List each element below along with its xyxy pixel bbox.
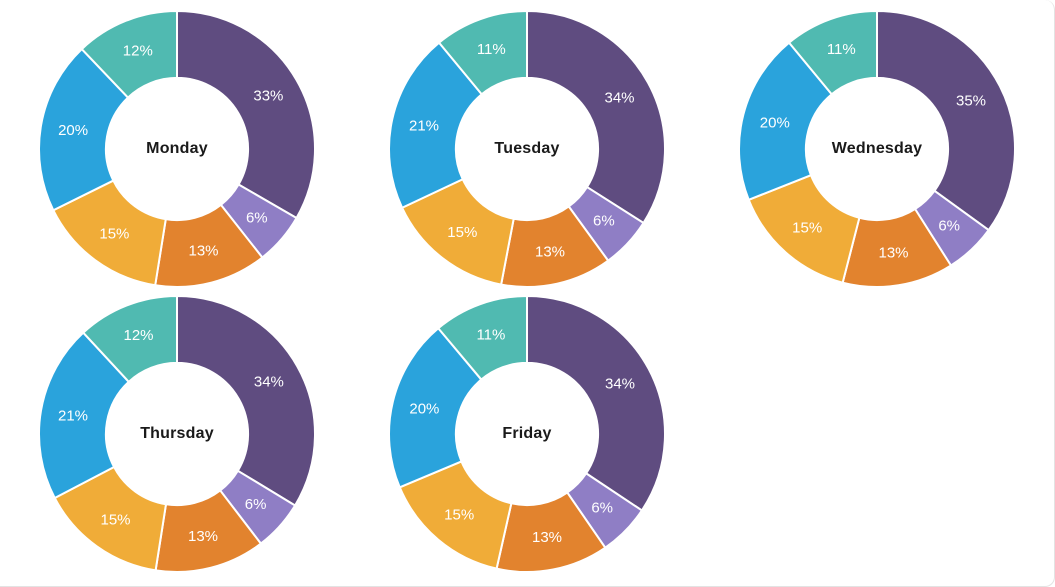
slice-percent-label: 13% [188,527,218,544]
donut-slice [738,41,833,201]
slice-percent-label: 11% [477,41,506,58]
donut-chart-friday: 34% 6% 13% 15% 20% 11% Friday [352,291,702,576]
donut-svg: 34% 6% 13% 15% 21% 11% [388,9,666,288]
slice-percent-label: 15% [444,506,474,523]
donut-slice [176,9,316,219]
slice-percent-label: 20% [409,400,439,417]
slice-percent-label: 21% [409,117,439,134]
donut-chart-wednesday: 35% 6% 13% 15% 20% 11% Wednesday [702,6,1052,291]
slice-percent-label: 34% [604,89,634,106]
slice-percent-label: 15% [100,511,130,528]
slice-percent-label: 6% [246,209,268,226]
donut-chart-thursday: 34% 6% 13% 15% 21% 12% Thursday [2,291,352,576]
donut-slice [38,331,130,499]
donut-svg: 34% 6% 13% 15% 20% 11% [388,294,666,573]
slice-percent-label: 11% [476,326,505,343]
donut-svg: 33% 6% 13% 15% 20% 12% [38,9,316,288]
slice-percent-label: 20% [760,114,790,131]
slice-percent-label: 13% [878,244,908,261]
donut-slice [526,294,666,511]
donut-slice [38,47,129,211]
donut-slice [388,41,483,209]
slice-percent-label: 12% [123,327,153,344]
donut-slice [388,326,483,488]
slice-percent-label: 34% [254,373,284,390]
donut-slice [876,9,1016,231]
slice-percent-label: 35% [956,92,986,109]
donut-slice [80,9,178,99]
donut-slice [437,294,528,381]
donut-slice [438,9,528,95]
donut-slice [526,9,666,224]
slice-percent-label: 21% [58,407,88,424]
slice-percent-label: 33% [253,87,283,104]
slice-percent-label: 13% [188,242,218,259]
donut-slice [176,294,316,506]
slice-percent-label: 15% [447,223,477,240]
slice-percent-label: 15% [792,219,822,236]
slice-percent-label: 34% [605,375,635,392]
slice-percent-label: 20% [58,122,88,139]
slice-percent-label: 6% [593,212,615,229]
slice-percent-label: 13% [532,529,562,546]
slice-percent-label: 13% [535,243,565,260]
slice-percent-label: 6% [245,496,267,513]
slice-percent-label: 11% [827,41,856,58]
slice-percent-label: 12% [123,42,153,59]
donut-svg: 35% 6% 13% 15% 20% 11% [738,9,1016,288]
slice-percent-label: 6% [591,499,613,516]
donut-slice [788,9,878,95]
slice-percent-label: 15% [99,225,129,242]
donut-chart-monday: 33% 6% 13% 15% 20% 12% Monday [2,6,352,291]
donut-chart-tuesday: 34% 6% 13% 15% 21% 11% Tuesday [352,6,702,291]
donut-slice [82,294,178,383]
donut-svg: 34% 6% 13% 15% 21% 12% [38,294,316,573]
slice-percent-label: 6% [938,217,960,234]
